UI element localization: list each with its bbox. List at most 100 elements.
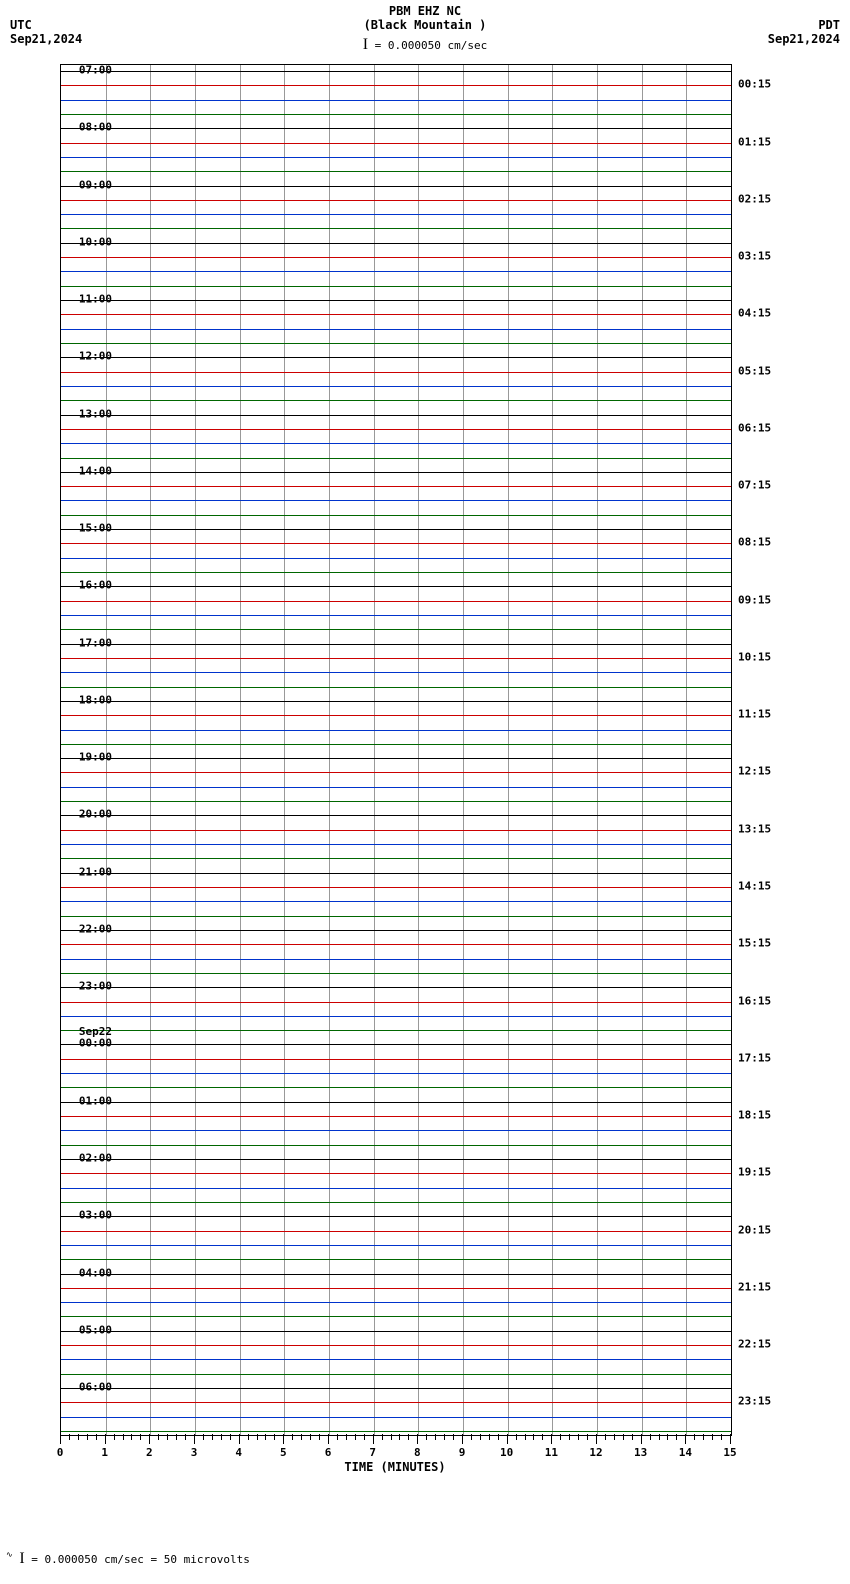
utc-hour-label: 08:00 — [79, 122, 112, 133]
x-tick-label: 15 — [723, 1446, 736, 1459]
x-tick-major — [596, 1434, 597, 1444]
seismogram-trace — [61, 730, 731, 731]
local-hour-label: 04:15 — [738, 308, 771, 319]
local-hour-label: 01:15 — [738, 136, 771, 147]
local-hour-label: 16:15 — [738, 995, 771, 1006]
seismogram-trace — [61, 586, 731, 587]
x-tick-minor — [712, 1434, 713, 1440]
local-hour-label: 15:15 — [738, 938, 771, 949]
local-hour-label: 11:15 — [738, 709, 771, 720]
seismogram-trace — [61, 1231, 731, 1232]
utc-hour-label: 01:00 — [79, 1095, 112, 1106]
seismogram-trace — [61, 973, 731, 974]
x-tick-minor — [676, 1434, 677, 1440]
seismogram-trace — [61, 1016, 731, 1017]
footer-scale: ∿ I = 0.000050 cm/sec = 50 microvolts — [6, 1550, 250, 1568]
seismogram-trace — [61, 429, 731, 430]
amplitude-scale: I = 0.000050 cm/sec — [0, 36, 850, 54]
local-hour-label: 10:15 — [738, 651, 771, 662]
local-hour-label: 22:15 — [738, 1339, 771, 1350]
utc-hour-label: 23:00 — [79, 981, 112, 992]
x-tick-minor — [587, 1434, 588, 1440]
seismogram-trace — [61, 200, 731, 201]
x-tick-minor — [444, 1434, 445, 1440]
local-hour-label: 23:15 — [738, 1396, 771, 1407]
utc-hour-label: 16:00 — [79, 580, 112, 591]
x-tick-minor — [382, 1434, 383, 1440]
utc-hour-label: 12:00 — [79, 351, 112, 362]
scale-bar-symbol: I — [363, 36, 368, 53]
seismogram-trace — [61, 357, 731, 358]
x-tick-minor — [623, 1434, 624, 1440]
local-hour-label: 13:15 — [738, 823, 771, 834]
x-tick-minor — [203, 1434, 204, 1440]
seismogram-trace — [61, 1087, 731, 1088]
x-tick-major — [105, 1434, 106, 1444]
utc-hour-label: 11:00 — [79, 294, 112, 305]
x-tick-minor — [667, 1434, 668, 1440]
x-tick-minor — [614, 1434, 615, 1440]
seismogram-trace — [61, 1173, 731, 1174]
x-tick-minor — [498, 1434, 499, 1440]
seismogram-trace — [61, 1302, 731, 1303]
x-tick-major — [194, 1434, 195, 1444]
seismogram-trace — [61, 543, 731, 544]
seismogram-trace — [61, 1402, 731, 1403]
local-hour-label: 14:15 — [738, 881, 771, 892]
footer-scale-symbol: I — [19, 1550, 24, 1567]
x-tick-minor — [167, 1434, 168, 1440]
seismogram-trace — [61, 844, 731, 845]
x-tick-minor — [230, 1434, 231, 1440]
x-tick-minor — [605, 1434, 606, 1440]
x-tick-minor — [87, 1434, 88, 1440]
footer-scale-text: = 0.000050 cm/sec = 50 microvolts — [31, 1553, 250, 1566]
seismogram-trace — [61, 400, 731, 401]
x-tick-major — [373, 1434, 374, 1444]
seismogram-trace — [61, 100, 731, 101]
x-tick-minor — [221, 1434, 222, 1440]
x-tick-minor — [114, 1434, 115, 1440]
local-hour-label: 18:15 — [738, 1110, 771, 1121]
utc-hour-label: 05:00 — [79, 1324, 112, 1335]
seismogram-trace — [61, 901, 731, 902]
utc-hour-label: 13:00 — [79, 408, 112, 419]
seismogram-trace — [61, 372, 731, 373]
x-tick-minor — [319, 1434, 320, 1440]
seismogram-trace — [61, 157, 731, 158]
x-tick-minor — [703, 1434, 704, 1440]
local-hour-label: 07:15 — [738, 480, 771, 491]
seismogram-trace — [61, 801, 731, 802]
x-tick-minor — [310, 1434, 311, 1440]
x-tick-label: 13 — [634, 1446, 647, 1459]
x-tick-label: 10 — [500, 1446, 513, 1459]
x-tick-major — [328, 1434, 329, 1444]
seismogram-trace — [61, 1245, 731, 1246]
x-tick-minor — [355, 1434, 356, 1440]
x-axis-title: TIME (MINUTES) — [60, 1460, 730, 1474]
seismogram-trace — [61, 744, 731, 745]
seismogram-trace — [61, 386, 731, 387]
seismogram-trace — [61, 529, 731, 530]
x-tick-minor — [391, 1434, 392, 1440]
utc-hour-label: 21:00 — [79, 866, 112, 877]
utc-hour-label: 10:00 — [79, 236, 112, 247]
x-tick-minor — [694, 1434, 695, 1440]
seismogram-trace — [61, 916, 731, 917]
seismogram-trace — [61, 1002, 731, 1003]
seismogram-trace — [61, 987, 731, 988]
seismogram-trace — [61, 887, 731, 888]
seismogram-trace — [61, 629, 731, 630]
seismogram-trace — [61, 214, 731, 215]
local-hour-label: 00:15 — [738, 79, 771, 90]
seismogram-trace — [61, 615, 731, 616]
seismogram-trace — [61, 873, 731, 874]
x-tick-minor — [489, 1434, 490, 1440]
x-axis: TIME (MINUTES) 0123456789101112131415 — [60, 1434, 730, 1484]
seismogram-trace — [61, 1059, 731, 1060]
local-hour-label: 03:15 — [738, 251, 771, 262]
local-hour-label: 17:15 — [738, 1052, 771, 1063]
seismogram-trace — [61, 1102, 731, 1103]
x-tick-label: 1 — [101, 1446, 108, 1459]
seismogram-trace — [61, 143, 731, 144]
x-tick-label: 0 — [57, 1446, 64, 1459]
